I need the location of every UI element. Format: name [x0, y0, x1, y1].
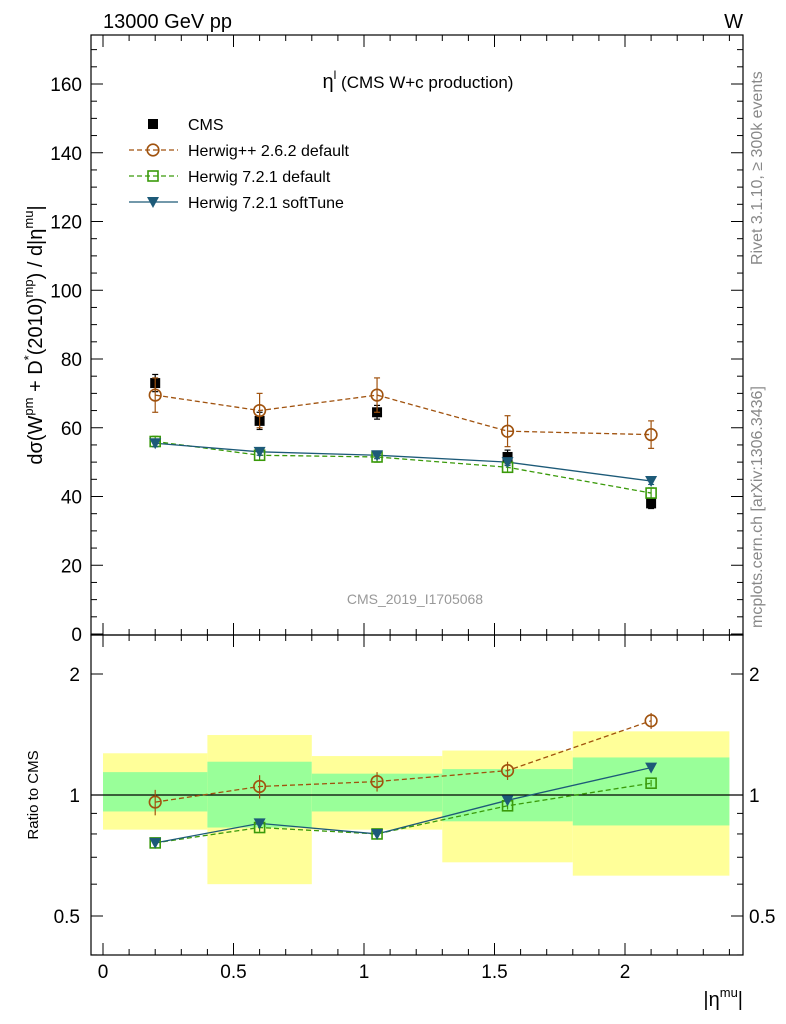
header-left: 13000 GeV pp	[103, 11, 232, 33]
ratio-x-ticks: 0 0.5 1 1.5 2	[98, 635, 730, 983]
x-axis-label: |ηmu|	[703, 985, 743, 1011]
legend-marker	[147, 197, 159, 208]
ratio-point-2	[645, 762, 658, 774]
x-tick-label: 1	[359, 962, 370, 983]
y-tick-label: 80	[61, 350, 82, 371]
data-point-3	[371, 450, 384, 462]
data-point-3	[645, 476, 658, 488]
legend-marker	[148, 119, 158, 129]
ratio-point-2	[149, 837, 162, 849]
data-point-1	[500, 424, 515, 438]
ratio-y-tick-label-right: 0.5	[749, 907, 775, 928]
data-point-1	[253, 403, 267, 418]
y-tick-label: 0	[71, 625, 82, 646]
legend: CMS Herwig++ 2.6.2 default Herwig 7.2.1 de…	[129, 117, 350, 212]
ratio-point-0	[370, 774, 384, 789]
ratio-point-0	[253, 779, 267, 794]
data-point-1	[644, 428, 658, 442]
data-point-3	[253, 446, 266, 458]
data-point-3	[501, 457, 514, 469]
ratio-point-2	[501, 795, 514, 807]
series-line-1	[155, 394, 652, 436]
y-tick-label: 120	[50, 213, 82, 234]
y-tick-label: 40	[61, 488, 82, 509]
main-plot-title: ηl (CMS W+c production)	[323, 68, 514, 93]
y-tick-label: 140	[50, 144, 82, 165]
legend-marker	[147, 170, 159, 182]
series-line-2	[155, 440, 652, 494]
ratio-y-ticks: 0.5 0.5 1 1 2 2	[54, 665, 775, 956]
ratio-y-axis-label: Ratio to CMS	[25, 750, 42, 839]
ratio-y-tick-label: 1	[69, 786, 80, 807]
header-right: W	[724, 11, 743, 33]
x-tick-label: 0.5	[220, 962, 246, 983]
main-y-ticks: 0 20 40 60 80 100 120 140 160	[50, 49, 743, 646]
title-eta: η	[323, 71, 334, 93]
ratio-point-0	[500, 764, 515, 778]
main-x-ticks	[102, 35, 730, 635]
y-tick-label: 60	[61, 419, 82, 440]
x-tick-label: 0	[98, 962, 109, 983]
x-tick-label: 1.5	[481, 962, 507, 983]
rivet-label: Rivet 3.1.10, ≥ 300k events	[749, 71, 766, 265]
data-point-1	[370, 388, 384, 402]
data-point-3	[149, 438, 162, 450]
title-rest: (CMS W+c production)	[336, 73, 513, 92]
data-point-0	[502, 451, 513, 462]
series-line-3	[155, 442, 652, 482]
y-axis-label: dσ(Wpm + D*(2010)mp) / d|ηmu|	[21, 205, 47, 464]
data-point-0	[646, 498, 657, 509]
title-sup: l	[334, 68, 337, 82]
y-tick-label: 20	[61, 556, 82, 577]
main-plot-panel: 0 20 40 60 80 100 120 140 160 ηl (CMS W+c produc…	[21, 34, 744, 646]
ratio-y-tick-label-right: 2	[749, 665, 760, 686]
y-tick-label: 100	[50, 281, 82, 302]
x-tick-label: 2	[620, 962, 631, 983]
ratio-point-1	[645, 777, 657, 789]
ratio-plot-panel: 0.5 0.5 1 1 2 2 0 0.5 1 1.5 2 Ratio to CMS |ηmu|	[25, 634, 775, 1011]
main-series-lines	[155, 394, 652, 494]
data-point-1	[148, 388, 162, 402]
legend-label: Herwig++ 2.6.2 default	[188, 143, 350, 160]
ratio-point-0	[148, 795, 162, 809]
data-point-2	[645, 487, 657, 499]
ratio-point-0	[644, 714, 658, 728]
ratio-y-tick-label: 0.5	[54, 907, 80, 928]
ratio-point-2	[371, 828, 384, 840]
legend-label: CMS	[188, 117, 224, 134]
mcplots-label: mcplots.cern.ch [arXiv:1306.3436]	[749, 386, 766, 628]
ratio-uncertainty-bands	[103, 731, 730, 885]
legend-label: Herwig 7.2.1 default	[188, 169, 331, 186]
legend-label: Herwig 7.2.1 softTune	[188, 195, 344, 212]
legend-marker	[146, 143, 160, 157]
watermark: CMS_2019_I1705068	[347, 591, 483, 607]
ratio-y-tick-label-right: 1	[749, 786, 760, 807]
ratio-series-line-0	[155, 720, 652, 803]
ratio-point-2	[253, 818, 266, 830]
ratio-series-marks	[148, 712, 658, 849]
main-series-marks	[148, 373, 658, 510]
y-tick-label: 160	[50, 75, 82, 96]
ratio-y-tick-label: 2	[69, 665, 80, 686]
